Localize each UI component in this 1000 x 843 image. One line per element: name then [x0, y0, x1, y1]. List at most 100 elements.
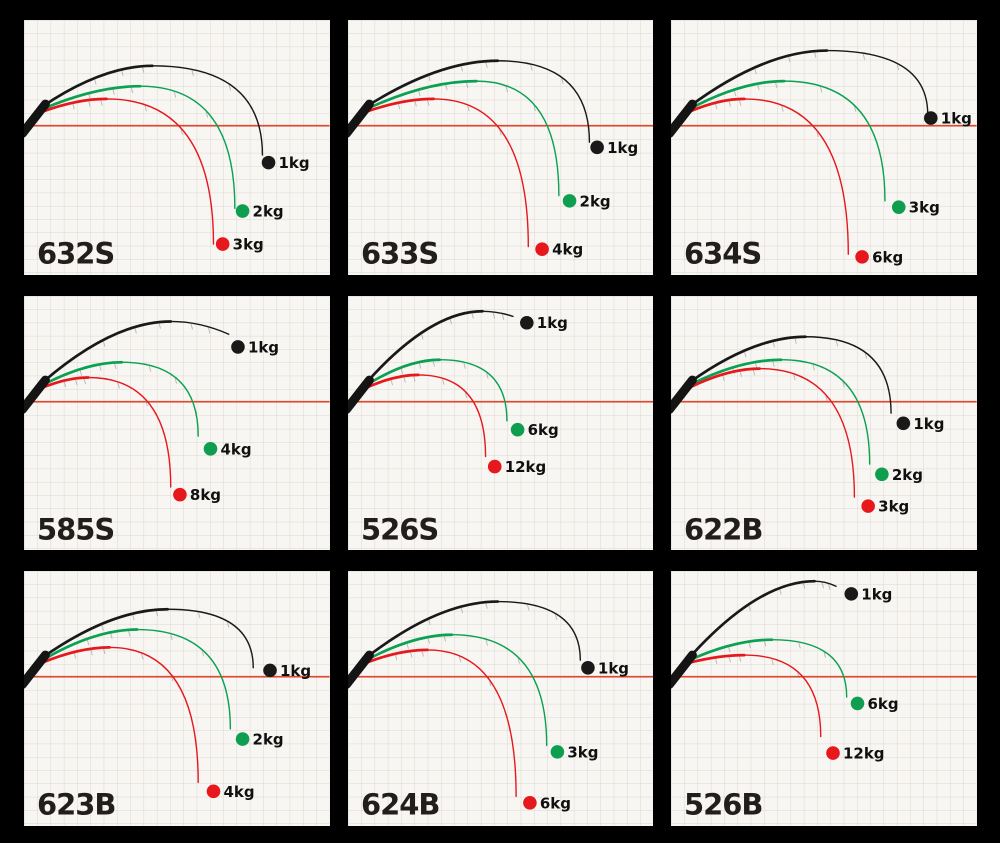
rod-curve-1kg-622B: 1kg — [688, 335, 945, 432]
rod-guide-ticks — [748, 583, 831, 612]
load-dot-2kg — [875, 467, 889, 481]
guide-tick — [148, 365, 152, 372]
rod-guide-ticks — [728, 641, 827, 659]
rod-chart-panel-585S: 1kg 4kg 8kg 585S — [24, 295, 330, 551]
rod-curve-tip-section — [759, 367, 856, 498]
guide-tick — [101, 625, 104, 631]
rod-guide-ticks — [715, 656, 800, 679]
rod-chart-622B: 1kg 2kg 3kg 622B — [671, 295, 977, 551]
rod-curve-6kg-526B: 6kg — [688, 638, 899, 713]
guide-tick — [103, 648, 106, 655]
guide-tick — [754, 68, 757, 75]
guide-tick — [458, 656, 462, 663]
guide-tick — [498, 129, 502, 136]
guide-tick — [779, 589, 782, 596]
rod-curve-tip-section — [496, 601, 581, 662]
rod-curve-2kg-622B: 2kg — [688, 358, 923, 483]
guide-tick — [197, 612, 201, 619]
guide-tick — [863, 53, 866, 60]
rod-curve-tip-section — [743, 654, 822, 738]
rod-curve-tip-section — [450, 634, 548, 747]
guide-tick — [501, 313, 504, 320]
load-label-2kg: 2kg — [892, 465, 923, 483]
rod-chart-634S: 1kg 3kg 6kg 634S — [671, 20, 977, 275]
rod-guide-ticks — [79, 362, 178, 384]
guide-tick — [90, 649, 93, 656]
rod-curve-butt-section — [41, 646, 111, 665]
guide-tick — [174, 377, 178, 384]
guide-tick — [823, 652, 827, 659]
model-label: 585S — [37, 512, 114, 546]
rod-curve-1kg-585S: 1kg — [41, 319, 279, 384]
rod-curve-tip-section — [139, 85, 236, 210]
rod-curve-tip-section — [417, 373, 486, 457]
rod-guide-ticks — [420, 312, 504, 340]
guide-tick — [180, 129, 184, 135]
guide-tick — [460, 607, 463, 614]
rod-guide-ticks — [427, 603, 557, 626]
guide-tick — [99, 364, 102, 371]
rod-guide-ticks — [86, 631, 205, 657]
rod-guide-ticks — [397, 99, 502, 136]
guide-tick — [485, 372, 489, 379]
guide-tick — [554, 614, 557, 621]
rod-curve-tip-section — [87, 376, 172, 488]
guide-tick — [739, 99, 742, 106]
guide-tick — [463, 362, 466, 369]
guide-tick — [449, 318, 452, 324]
guide-tick — [228, 84, 232, 91]
rod-guide-ticks — [715, 99, 820, 137]
rod-curve-butt-section — [41, 375, 90, 389]
load-label-3kg: 3kg — [233, 236, 264, 254]
guide-tick — [427, 638, 430, 644]
guide-tick — [492, 312, 495, 319]
rod-curve-6kg-624B: 6kg — [364, 648, 571, 813]
rod-chart-633S: 1kg 2kg 4kg 633S — [347, 20, 654, 275]
rod-curve-12kg-526B: 12kg — [688, 654, 885, 763]
guide-tick — [464, 391, 467, 398]
guide-tick — [788, 56, 791, 63]
rod-curve-4kg-623B: 4kg — [41, 646, 255, 801]
rod-curve-butt-section — [364, 600, 499, 660]
rod-curve-butt-section — [364, 373, 420, 389]
guide-tick — [728, 647, 731, 653]
model-label: 526S — [361, 512, 438, 546]
guide-tick — [145, 400, 148, 406]
rod-butt — [347, 99, 374, 138]
guide-tick — [121, 70, 124, 77]
rod-curve-1kg-632S: 1kg — [41, 64, 310, 172]
rod-guide-ticks — [406, 636, 520, 665]
load-label-1kg: 1kg — [598, 660, 629, 678]
load-label-12kg: 12kg — [504, 458, 546, 476]
guide-tick — [753, 369, 756, 376]
guide-tick — [798, 643, 802, 649]
rod-curve-tip-section — [438, 358, 508, 422]
load-label-1kg: 1kg — [941, 110, 972, 128]
load-label-1kg: 1kg — [279, 154, 310, 172]
rod-butt — [24, 375, 50, 414]
rod-curve-butt-section — [364, 633, 453, 662]
rod-curve-butt-section — [41, 628, 139, 662]
guide-tick — [83, 378, 87, 384]
guide-tick — [444, 84, 448, 91]
guide-tick — [144, 105, 148, 112]
load-dot-4kg — [534, 242, 549, 256]
guide-tick — [744, 351, 747, 357]
guide-tick — [775, 82, 778, 89]
rod-curve-butt-section — [364, 648, 429, 665]
rod-curve-3kg-632S: 3kg — [41, 97, 264, 254]
rod-curve-butt-section — [41, 319, 173, 384]
load-dot-3kg — [861, 498, 876, 513]
rod-curve-tip-section — [743, 98, 850, 255]
rod-guide-ticks — [102, 322, 211, 347]
rod-butt — [24, 650, 50, 689]
rod-curve-1kg-633S: 1kg — [364, 59, 638, 157]
load-dot-1kg — [263, 663, 277, 678]
rod-curve-8kg-585S: 8kg — [41, 375, 221, 504]
graph-paper — [347, 295, 654, 551]
guide-tick — [825, 395, 829, 401]
rod-chart-632S: 1kg 2kg 3kg 632S — [24, 20, 330, 275]
guide-tick — [517, 658, 520, 665]
rod-curve-butt-section — [364, 79, 478, 111]
guide-tick — [127, 631, 131, 637]
